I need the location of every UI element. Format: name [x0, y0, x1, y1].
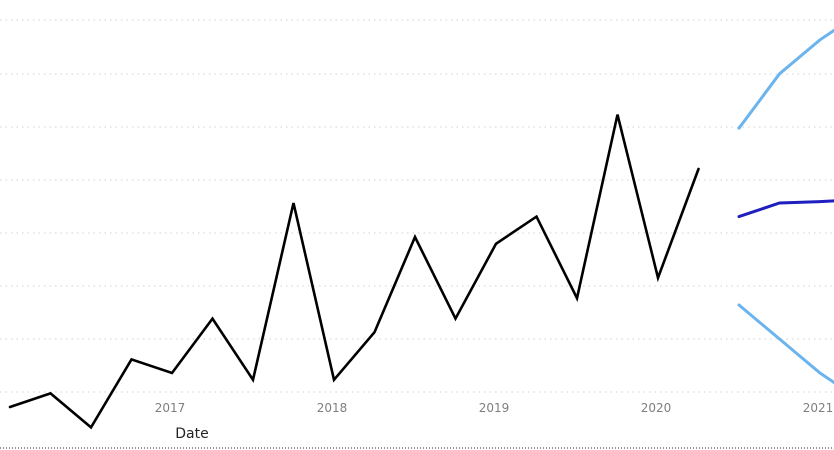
x-tick-label-2021: 2021 — [803, 401, 834, 415]
x-axis-title: Date — [175, 426, 208, 442]
gridlines — [0, 19, 834, 393]
x-axis-ticks: 2017 2018 2019 2020 2021 — [155, 401, 834, 415]
x-tick-label-2020: 2020 — [641, 401, 672, 415]
series-lines — [8, 28, 834, 430]
series-line-actual — [8, 114, 700, 430]
x-tick-label-2017: 2017 — [155, 401, 186, 415]
x-tick-label-2018: 2018 — [317, 401, 348, 415]
x-tick-label-2019: 2019 — [479, 401, 510, 415]
series-line-lower-bound — [737, 303, 834, 385]
series-line-upper-bound — [737, 28, 834, 130]
series-line-forecast — [737, 199, 834, 219]
